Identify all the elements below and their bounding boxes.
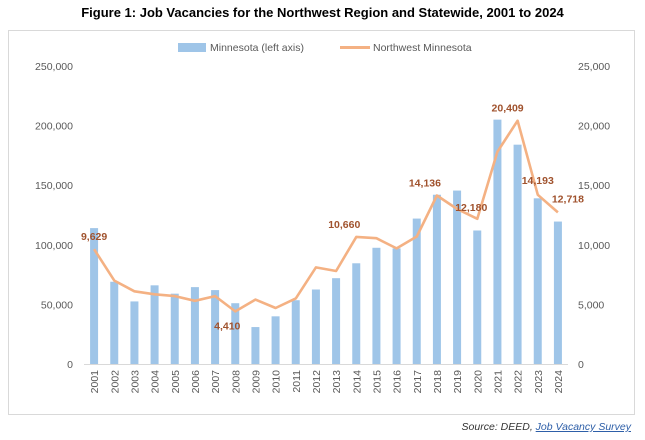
bar-2011: [291, 300, 300, 364]
x-tick-label: 2016: [392, 370, 404, 394]
chart-frame: [8, 30, 635, 415]
right-axis: 0 5,000 10,000 15,000 20,000 25,000: [578, 61, 610, 371]
x-tick-label: 2006: [190, 370, 202, 394]
x-tick-label: 2002: [109, 370, 121, 394]
left-axis: 0 50,000 100,000 150,000 200,000 250,000: [35, 61, 73, 371]
right-tick-label: 10,000: [578, 240, 610, 252]
bar-2015: [372, 247, 381, 364]
data-label-2023: 14,193: [522, 175, 554, 187]
source-note: Source: DEED, Job Vacancy Survey: [462, 421, 631, 433]
x-tick-label: 2007: [210, 370, 222, 394]
right-tick-label: 20,000: [578, 121, 610, 133]
bar-2008: [231, 303, 240, 364]
data-label-2008: 4,410: [214, 320, 240, 332]
legend-swatch-minnesota: [178, 43, 206, 52]
x-tick-label: 2009: [250, 370, 262, 394]
northwest-line: [93, 119, 559, 313]
x-tick-label: 2013: [331, 370, 343, 394]
left-tick-label: 50,000: [41, 299, 73, 311]
bar-2004: [150, 285, 159, 364]
bar-2017: [412, 218, 421, 364]
data-label-2018: 14,136: [409, 177, 441, 189]
bar-2022: [513, 144, 522, 364]
x-tick-label: 2011: [291, 370, 303, 393]
bar-2014: [352, 263, 361, 364]
right-tick-label: 5,000: [578, 299, 604, 311]
data-label-2022: 20,409: [492, 103, 524, 115]
bar-2005: [170, 293, 179, 364]
x-tick-label: 2019: [452, 370, 464, 394]
bar-2018: [432, 194, 441, 364]
bar-2003: [130, 301, 139, 364]
data-labels: 9,629 4,410 10,660 14,136 12,180 20,409 14,193…: [81, 103, 584, 333]
northwest-series-line: [93, 119, 559, 313]
bar-2010: [271, 316, 280, 364]
x-tick-label: 2024: [553, 370, 565, 394]
bar-2016: [392, 248, 401, 364]
x-tick-label: 2003: [129, 370, 141, 394]
x-tick-label: 2020: [472, 370, 484, 394]
x-axis: 2001 2002 2003 2004 2005 2006 2007 2008 2009 2010…: [89, 370, 565, 394]
bar-2002: [110, 281, 119, 364]
bar-2021: [493, 119, 502, 364]
x-tick-label: 2023: [533, 370, 545, 394]
right-tick-label: 25,000: [578, 61, 610, 73]
bar-2023: [533, 198, 542, 364]
bar-2006: [190, 287, 199, 364]
x-tick-label: 2005: [170, 370, 182, 394]
x-tick-label: 2004: [150, 370, 162, 394]
data-label-2020: 12,180: [455, 202, 487, 214]
bar-2019: [453, 190, 462, 364]
bar-2024: [553, 221, 562, 364]
x-tick-label: 2010: [271, 370, 283, 394]
chart-title: Figure 1: Job Vacancies for the Northwes…: [81, 5, 564, 20]
x-tick-label: 2017: [412, 370, 424, 394]
bar-2001: [90, 228, 99, 364]
x-tick-label: 2008: [230, 370, 242, 394]
x-tick-label: 2021: [492, 370, 504, 394]
bar-2020: [473, 230, 482, 364]
legend-label-minnesota: Minnesota (left axis): [210, 42, 304, 54]
minnesota-bars: [90, 119, 562, 364]
x-tick-label: 2001: [89, 370, 101, 394]
left-tick-label: 250,000: [35, 61, 73, 73]
data-label-2014: 10,660: [328, 219, 360, 231]
bar-2012: [311, 289, 320, 364]
x-tick-label: 2014: [351, 370, 363, 394]
x-tick-label: 2018: [432, 370, 444, 394]
bar-2009: [251, 327, 260, 364]
source-link[interactable]: Job Vacancy Survey: [535, 421, 631, 433]
data-label-2001: 9,629: [81, 231, 107, 243]
x-tick-label: 2015: [371, 370, 383, 394]
data-label-2024: 12,718: [552, 193, 584, 205]
x-tick-label: 2012: [311, 370, 323, 394]
source-prefix: Source: DEED,: [461, 421, 536, 433]
right-tick-label: 0: [578, 359, 584, 371]
left-tick-label: 200,000: [35, 121, 73, 133]
legend: Minnesota (left axis) Northwest Minnesot…: [178, 42, 472, 54]
left-tick-label: 0: [67, 359, 73, 371]
left-tick-label: 150,000: [35, 180, 73, 192]
legend-label-northwest: Northwest Minnesota: [373, 42, 472, 54]
bar-2007: [211, 290, 220, 364]
x-tick-label: 2022: [513, 370, 525, 394]
left-tick-label: 100,000: [35, 240, 73, 252]
bar-2013: [332, 278, 341, 364]
right-tick-label: 15,000: [578, 180, 610, 192]
